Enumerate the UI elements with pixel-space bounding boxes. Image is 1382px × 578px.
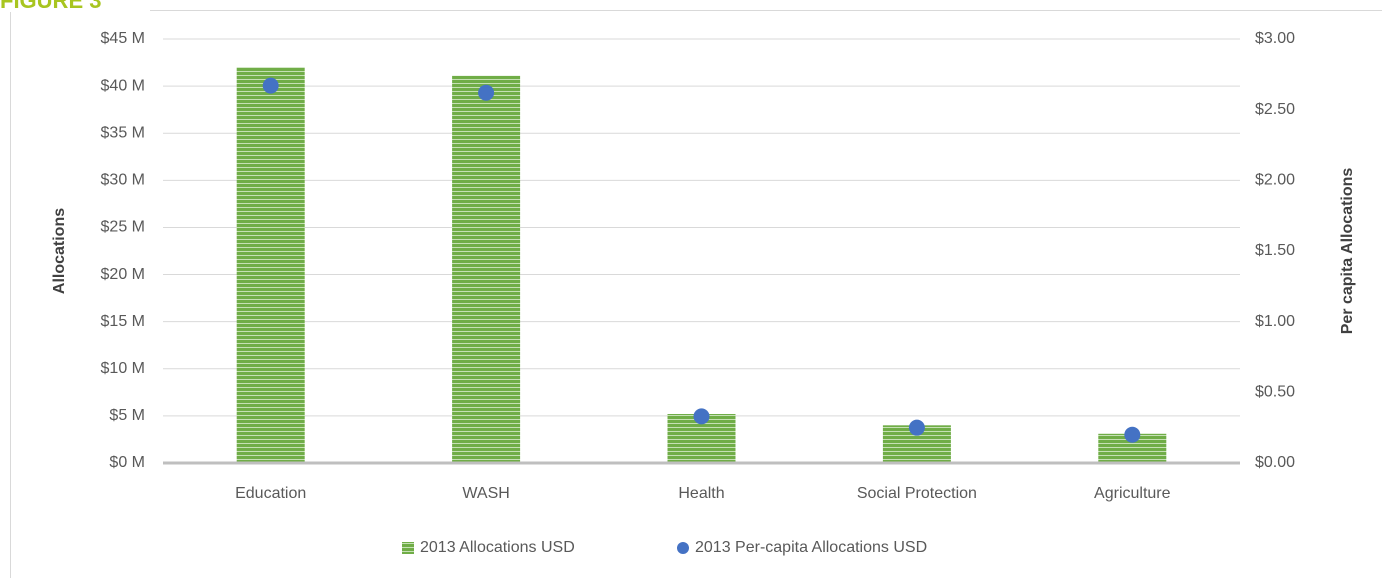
- y2-axis-title: Per capita Allocations: [1339, 168, 1356, 335]
- y-tick-label: $5 M: [109, 407, 145, 424]
- y-tick-label: $35 M: [101, 124, 145, 141]
- x-tick-label: Agriculture: [1094, 485, 1171, 502]
- label-bg: [0, 0, 150, 12]
- x-tick-label: Education: [235, 485, 306, 502]
- x-tick-label: Health: [678, 485, 724, 502]
- dot: [478, 84, 495, 101]
- y-tick-label: $10 M: [101, 360, 145, 377]
- dot: [693, 408, 710, 425]
- y2-tick-label: $1.50: [1255, 242, 1295, 259]
- y-tick-label: $45 M: [101, 30, 145, 47]
- chart-frame: [10, 10, 1382, 578]
- y2-tick-label: $2.00: [1255, 172, 1295, 189]
- y-tick-label: $25 M: [101, 219, 145, 236]
- y-axis-title: Allocations: [51, 208, 68, 294]
- y-tick-label: $30 M: [101, 172, 145, 189]
- y2-tick-label: $2.50: [1255, 101, 1295, 118]
- y2-tick-label: $3.00: [1255, 30, 1295, 47]
- legend-label: 2013 Per-capita Allocations USD: [695, 539, 927, 556]
- dot: [262, 77, 279, 94]
- legend-label: 2013 Allocations USD: [420, 539, 575, 556]
- x-tick-label: Social Protection: [857, 485, 977, 502]
- y-tick-label: $0 M: [109, 454, 145, 471]
- dot: [908, 419, 925, 436]
- y-tick-label: $40 M: [101, 77, 145, 94]
- y-tick-label: $15 M: [101, 313, 145, 330]
- legend-swatch: [677, 542, 689, 554]
- y2-tick-label: $1.00: [1255, 313, 1295, 330]
- bar: [452, 75, 521, 463]
- x-tick-label: WASH: [462, 485, 509, 502]
- figure-label: FIGURE 3: [0, 0, 101, 13]
- dot: [1124, 426, 1141, 443]
- y-tick-label: $20 M: [101, 266, 145, 283]
- y2-tick-label: $0.50: [1255, 384, 1295, 401]
- bar: [236, 67, 305, 464]
- y2-tick-label: $0.00: [1255, 454, 1295, 471]
- legend-swatch: [402, 542, 414, 554]
